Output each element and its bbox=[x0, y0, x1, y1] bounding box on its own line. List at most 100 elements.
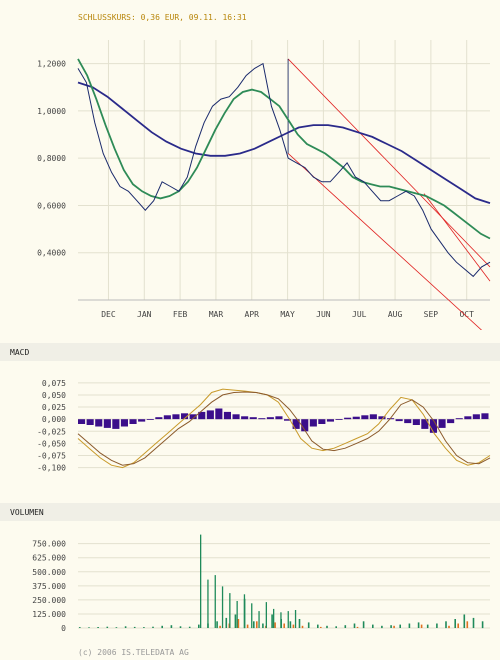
macd-bar bbox=[352, 416, 360, 420]
y-tick-label: 1,2000 bbox=[37, 60, 66, 69]
volume-bar bbox=[161, 625, 163, 629]
x-tick-label: DEC bbox=[101, 310, 116, 319]
volume-bar bbox=[88, 627, 90, 628]
x-tick-label: JUN bbox=[316, 310, 331, 319]
macd-bar bbox=[344, 417, 352, 420]
chart-title: SCHLUSSKURS: 0,36 EUR, 09.11. 16:31 bbox=[78, 13, 247, 22]
macd-bar bbox=[163, 415, 171, 420]
volume-bar bbox=[436, 623, 438, 628]
macd-bar bbox=[309, 419, 317, 427]
macd-bar bbox=[284, 419, 292, 421]
volume-bar-orange bbox=[274, 622, 276, 628]
moving-average-fast-line bbox=[77, 58, 491, 240]
volume-bar bbox=[79, 627, 81, 628]
macd-bar bbox=[215, 408, 223, 420]
macd-bar bbox=[395, 419, 403, 422]
x-tick-label: AUG bbox=[388, 310, 403, 319]
macd-bar bbox=[275, 416, 283, 420]
x-tick-label: JUL bbox=[352, 310, 367, 319]
channel-inner-line bbox=[423, 193, 491, 282]
macd-signal-line bbox=[77, 388, 491, 469]
macd-section-label: MACD bbox=[10, 348, 30, 357]
volume-bar bbox=[298, 619, 301, 628]
volume-spike-bar bbox=[294, 610, 297, 628]
macd-bar bbox=[146, 419, 154, 420]
volume-bar-orange bbox=[457, 623, 459, 628]
volume-bar bbox=[426, 624, 429, 628]
volume-section-label: VOLUMEN bbox=[10, 508, 44, 517]
x-tick-label: MAR bbox=[209, 310, 224, 319]
macd-bar bbox=[155, 417, 163, 420]
volume-bar bbox=[152, 626, 154, 628]
volume-bar bbox=[124, 626, 127, 628]
macd-bar bbox=[421, 419, 429, 429]
macd-y-tick-label: -0,100 bbox=[37, 464, 66, 473]
volume-y-tick-label: 500.000 bbox=[32, 568, 66, 577]
y-tick-label: 0,4000 bbox=[37, 249, 66, 258]
macd-bar bbox=[181, 413, 189, 420]
macd-bar bbox=[326, 419, 334, 422]
macd-bar bbox=[189, 414, 197, 420]
volume-bar bbox=[271, 614, 273, 628]
volume-y-tick-label: 125.000 bbox=[32, 610, 66, 619]
volume-spike-bar bbox=[200, 534, 202, 628]
macd-bar bbox=[429, 419, 437, 433]
volume-bar-orange bbox=[237, 619, 240, 628]
macd-bar bbox=[301, 419, 309, 432]
macd-bar bbox=[86, 419, 94, 425]
volume-spike-bar bbox=[214, 575, 216, 628]
macd-bar bbox=[120, 419, 128, 427]
volume-bar bbox=[326, 625, 328, 629]
volume-bar bbox=[133, 626, 136, 628]
x-tick-label: FEB bbox=[173, 310, 188, 319]
channel-upper-line bbox=[287, 58, 491, 268]
volume-bar-orange bbox=[356, 626, 359, 628]
channel-lower-line bbox=[287, 153, 483, 330]
volume-bar bbox=[106, 626, 109, 628]
volume-bar bbox=[115, 627, 118, 628]
macd-bar bbox=[472, 414, 480, 420]
volume-bar bbox=[97, 627, 99, 628]
volume-bar bbox=[372, 624, 374, 628]
macd-bar bbox=[198, 411, 206, 420]
macd-bar bbox=[292, 419, 300, 429]
volume-y-tick-label: 0 bbox=[61, 624, 66, 633]
macd-bar bbox=[232, 414, 240, 420]
y-tick-label: 0,6000 bbox=[37, 201, 66, 210]
macd-bar bbox=[223, 411, 231, 420]
x-tick-label: APR bbox=[245, 310, 260, 319]
volume-spike-bar bbox=[229, 593, 231, 628]
volume-bar-orange bbox=[219, 625, 221, 629]
volume-bar bbox=[188, 626, 191, 628]
macd-bar bbox=[438, 419, 446, 428]
macd-bar bbox=[103, 419, 111, 428]
volume-bar bbox=[381, 625, 383, 629]
macd-y-tick-label: 0,000 bbox=[42, 415, 66, 424]
volume-bar bbox=[399, 624, 401, 628]
macd-bar bbox=[249, 417, 257, 420]
volume-spike-bar bbox=[280, 612, 282, 629]
volume-bar bbox=[454, 619, 456, 628]
macd-y-tick-label: -0,075 bbox=[37, 451, 66, 460]
macd-bar bbox=[447, 419, 455, 424]
volume-bar bbox=[225, 617, 228, 628]
macd-y-tick-label: -0,025 bbox=[37, 427, 66, 436]
macd-chart: 0,075 0,050 0,025 0,000 -0,025 -0,050 -0,075 -0… bbox=[37, 379, 491, 473]
macd-bar bbox=[464, 416, 472, 420]
volume-spike-bar bbox=[243, 594, 246, 629]
volume-bar bbox=[472, 617, 475, 628]
volume-bar bbox=[179, 626, 182, 628]
volume-spike-bar bbox=[265, 602, 267, 628]
macd-bar bbox=[404, 419, 412, 424]
macd-bar bbox=[206, 410, 214, 420]
macd-y-tick-label: 0,050 bbox=[42, 391, 66, 400]
macd-bar bbox=[241, 416, 249, 420]
volume-section-header: VOLUMEN bbox=[0, 503, 500, 521]
macd-bar bbox=[172, 414, 180, 420]
volume-bar bbox=[253, 621, 255, 629]
macd-bar bbox=[335, 419, 343, 420]
volume-y-tick-label: 250.000 bbox=[32, 596, 66, 605]
volume-bar-orange bbox=[292, 624, 295, 628]
macd-bar bbox=[412, 419, 420, 425]
volume-bar bbox=[262, 623, 264, 628]
